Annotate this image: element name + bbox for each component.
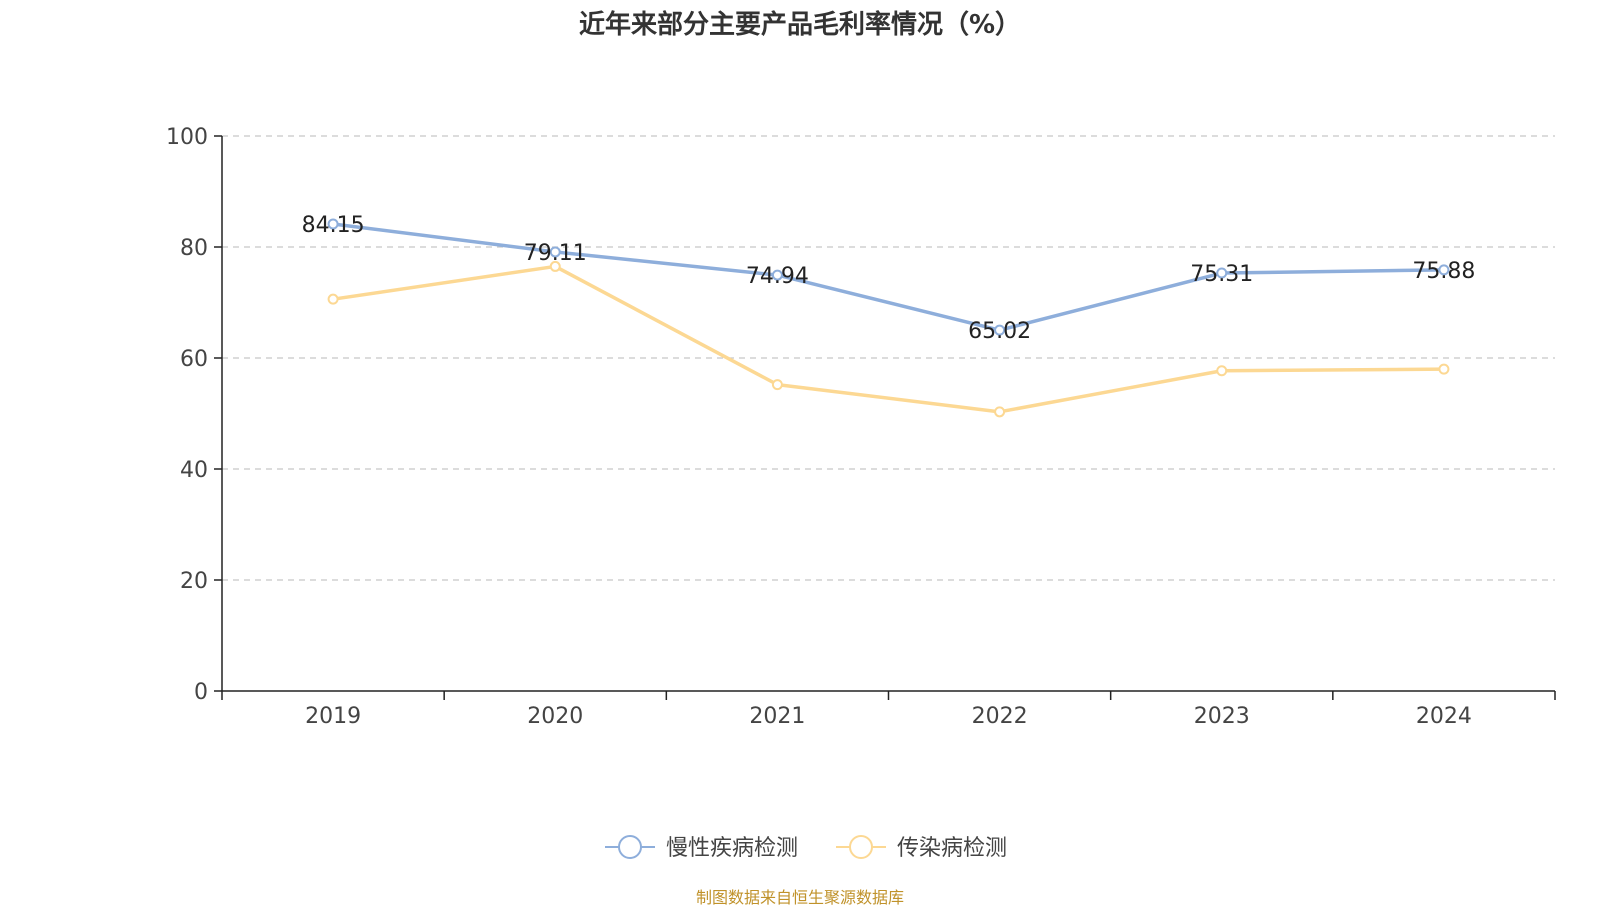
data-point [994, 324, 1006, 336]
data-point [1216, 267, 1228, 279]
data-labels: 84.15 79.11 74.94 65.02 75.31 75.88 [302, 213, 1476, 344]
data-label: 65.02 [968, 319, 1031, 344]
source-note: 制图数据来自恒生聚源数据库 [695, 888, 904, 907]
data-point [994, 406, 1006, 418]
data-point [327, 218, 339, 230]
legend-item: 慢性疾病检测 [605, 835, 798, 861]
data-point [1438, 363, 1450, 375]
y-tick-label: 60 [180, 347, 208, 372]
x-tick-label: 2023 [1194, 704, 1250, 729]
data-point [771, 269, 783, 281]
data-point [327, 293, 339, 305]
data-point [549, 260, 561, 272]
x-tick-label: 2021 [749, 704, 805, 729]
data-point [1216, 365, 1228, 377]
x-tick-label: 2020 [527, 704, 583, 729]
chart-title: 近年来部分主要产品毛利率情况（%） [578, 10, 1022, 40]
x-tick-label: 2024 [1416, 704, 1472, 729]
axes: 0 20 40 60 80 100 2019 2020 2021 2022 2023 2024 [166, 125, 1556, 729]
series-0 [327, 218, 1450, 336]
series-1 [327, 260, 1450, 418]
series-line [332, 264, 1444, 414]
x-tick-label: 2019 [305, 704, 361, 729]
y-tick-label: 40 [180, 458, 208, 483]
data-label: 75.31 [1190, 262, 1253, 287]
series-line [332, 222, 1444, 332]
y-tick-label: 100 [166, 125, 208, 150]
legend-item: 传染病检测 [836, 835, 1007, 861]
y-tick-label: 80 [180, 236, 208, 261]
legend-marker [849, 835, 873, 859]
data-point [1438, 264, 1450, 276]
series-lines [327, 218, 1450, 418]
legend-label: 传染病检测 [897, 836, 1007, 861]
data-label: 84.15 [302, 213, 365, 238]
legend: 慢性疾病检测 传染病检测 [605, 835, 1007, 861]
grid-lines [222, 135, 1555, 581]
data-label: 74.94 [746, 264, 809, 289]
data-label: 75.88 [1412, 259, 1475, 284]
data-point [771, 379, 783, 391]
x-tick-label: 2022 [972, 704, 1028, 729]
legend-marker [618, 835, 642, 859]
y-tick-label: 0 [194, 680, 208, 705]
legend-label: 慢性疾病检测 [666, 836, 798, 861]
data-point [549, 246, 561, 258]
data-label: 79.11 [524, 241, 587, 266]
y-tick-label: 20 [180, 569, 208, 594]
